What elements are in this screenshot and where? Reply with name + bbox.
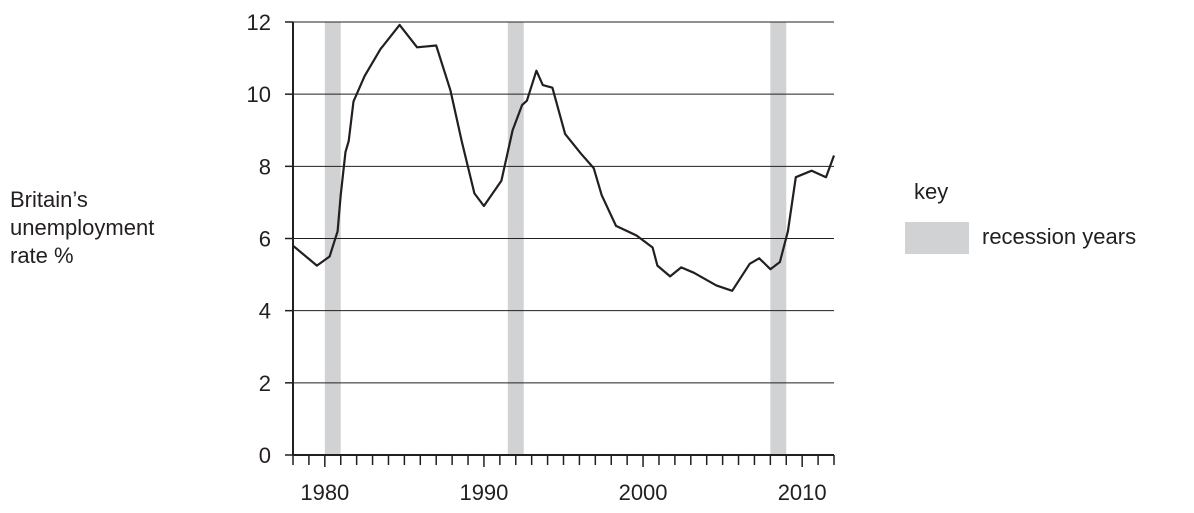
y-axis-label-line: rate % — [10, 243, 74, 268]
unemployment-line — [292, 23, 836, 292]
tick-labels: 0 2 4 6 8 10 12 1980 1990 2000 2010 — [247, 10, 827, 505]
y-axis-label-line: unemployment — [10, 215, 155, 240]
legend-title: key — [914, 179, 949, 204]
x-tick-label: 1980 — [300, 480, 349, 505]
x-tick-label: 2010 — [778, 480, 827, 505]
y-axis-label: Britain’s unemployment rate % — [10, 186, 210, 270]
axes — [285, 21, 835, 467]
grid-lines — [293, 21, 834, 384]
data-series — [292, 23, 836, 292]
legend-label-recession: recession years — [982, 224, 1137, 249]
unemployment-chart: 0 2 4 6 8 10 12 1980 1990 2000 2010 — [247, 10, 836, 505]
y-tick-label: 2 — [259, 371, 271, 396]
y-tick-label: 0 — [259, 443, 271, 468]
y-tick-label: 6 — [259, 227, 271, 252]
y-tick-label: 10 — [247, 82, 271, 107]
y-tick-label: 8 — [259, 154, 271, 179]
x-tick-label: 2000 — [619, 480, 668, 505]
y-tick-label: 12 — [247, 10, 271, 35]
x-tick-label: 1990 — [459, 480, 508, 505]
y-axis-label-line: Britain’s — [10, 187, 88, 212]
legend-swatch-recession — [905, 222, 969, 254]
y-tick-label: 4 — [259, 299, 271, 324]
